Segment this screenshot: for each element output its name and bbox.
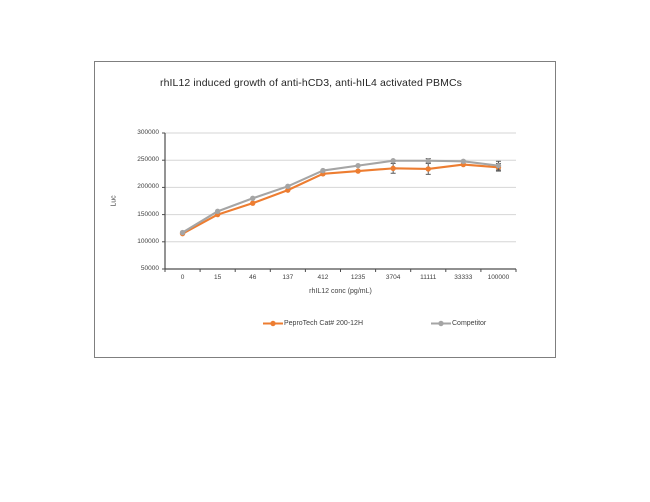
series-marker [250,195,256,201]
series-marker [495,162,502,169]
chart-frame: rhIL12 induced growth of anti-hCD3, anti… [94,61,556,358]
y-tick-label: 50000 [140,265,159,272]
series-marker [425,166,431,172]
y-tick-label: 250000 [137,156,159,164]
y-tick-label: 150000 [137,210,159,218]
x-tick-label: 0 [180,274,185,281]
x-tick-label: 11111 [420,274,437,281]
series-marker [460,158,467,164]
x-axis-title: rhIL12 conc (pg/mL) [309,288,372,295]
legend-label: Competitor [452,320,487,327]
series-marker [214,208,221,215]
series-marker [250,200,256,206]
x-tick-label: 33333 [454,274,473,281]
series-line [181,163,500,235]
series-marker [320,167,326,174]
x-tick-label: 100000 [487,274,510,281]
series-marker [390,158,396,164]
y-axis-title: Luc [110,195,118,207]
y-tick-label: 100000 [137,237,159,245]
x-tick-label: 412 [317,274,329,281]
x-tick-label: 15 [214,274,222,281]
line-chart-plot [162,132,517,272]
legend-item: Competitor [431,318,486,329]
series-marker [285,187,291,193]
y-tick-label: 300000 [137,129,159,136]
x-tick-label: 137 [282,274,294,281]
chart-title: rhIL12 induced growth of anti-hCD3, anti… [159,77,462,89]
y-tick-label: 200000 [137,183,159,191]
series-marker [355,168,361,174]
x-tick-label: 46 [249,274,257,281]
series-marker [390,165,396,172]
series-line [181,159,500,234]
series-marker [179,229,186,236]
x-tick-label: 3704 [385,274,401,281]
legend-label: PeproTech Cat# 200-12H [284,320,363,327]
series-marker [285,183,291,190]
series-marker [425,158,431,164]
legend-item: PeproTech Cat# 200-12H [263,318,363,329]
legend-marker-icon [263,320,283,327]
series-marker [355,162,361,169]
x-tick-label: 1235 [350,274,366,281]
legend-marker-icon [431,320,451,327]
